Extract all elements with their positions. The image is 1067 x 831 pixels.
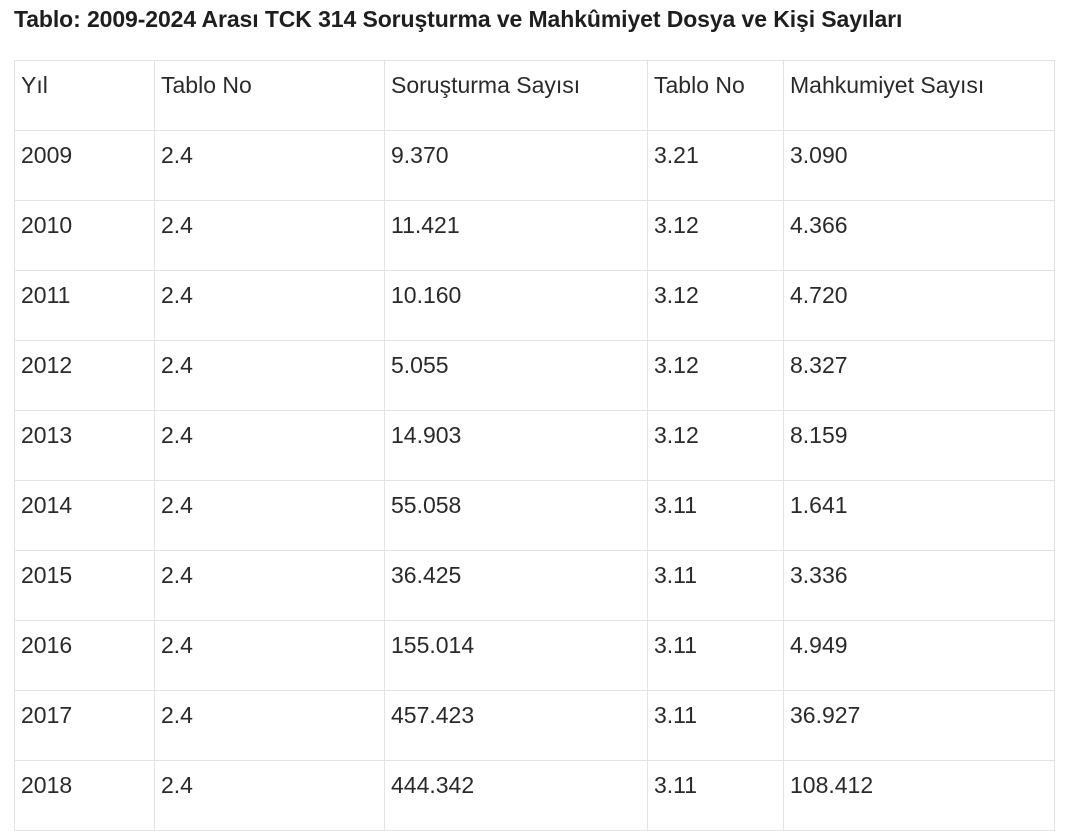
- conviction-count-cell: 4.949: [783, 620, 1055, 691]
- table-row: 2017 2.4 457.423 3.11 36.927: [14, 690, 1055, 761]
- table-no-2-cell: 3.11: [647, 620, 784, 691]
- year-cell: 2015: [14, 550, 155, 621]
- year-cell: 2009: [14, 130, 155, 201]
- table-no-2-cell: 3.12: [647, 200, 784, 271]
- table-header-row: Yıl Tablo No Soruşturma Sayısı Tablo No …: [14, 60, 1055, 131]
- conviction-count-cell: 1.641: [783, 480, 1055, 551]
- investigation-count-cell: 14.903: [384, 410, 648, 481]
- investigation-count-cell: 444.342: [384, 760, 648, 831]
- investigation-count-cell: 11.421: [384, 200, 648, 271]
- conviction-count-cell: 3.090: [783, 130, 1055, 201]
- table-no-cell: 2.4: [154, 550, 385, 621]
- table-row: 2014 2.4 55.058 3.11 1.641: [14, 480, 1055, 551]
- table-no-2-cell: 3.12: [647, 340, 784, 411]
- investigation-count-cell: 5.055: [384, 340, 648, 411]
- table-no-cell: 2.4: [154, 410, 385, 481]
- conviction-count-cell: 4.720: [783, 270, 1055, 341]
- table-row: 2013 2.4 14.903 3.12 8.159: [14, 410, 1055, 481]
- conviction-count-cell: 8.327: [783, 340, 1055, 411]
- table-no-cell: 2.4: [154, 270, 385, 341]
- column-header-conviction-count: Mahkumiyet Sayısı: [783, 60, 1055, 131]
- table-row: 2010 2.4 11.421 3.12 4.366: [14, 200, 1055, 271]
- investigation-count-cell: 36.425: [384, 550, 648, 621]
- table-no-2-cell: 3.11: [647, 550, 784, 621]
- table-no-cell: 2.4: [154, 620, 385, 691]
- conviction-count-cell: 108.412: [783, 760, 1055, 831]
- table-row: 2016 2.4 155.014 3.11 4.949: [14, 620, 1055, 691]
- investigation-count-cell: 9.370: [384, 130, 648, 201]
- column-header-table-no: Tablo No: [154, 60, 385, 131]
- table-no-2-cell: 3.12: [647, 410, 784, 481]
- table-no-2-cell: 3.11: [647, 690, 784, 761]
- investigation-count-cell: 155.014: [384, 620, 648, 691]
- conviction-count-cell: 36.927: [783, 690, 1055, 761]
- investigation-count-cell: 55.058: [384, 480, 648, 551]
- year-cell: 2011: [14, 270, 155, 341]
- table-no-cell: 2.4: [154, 340, 385, 411]
- table-row: 2009 2.4 9.370 3.21 3.090: [14, 130, 1055, 201]
- year-cell: 2012: [14, 340, 155, 411]
- table-no-2-cell: 3.11: [647, 760, 784, 831]
- table-row: 2012 2.4 5.055 3.12 8.327: [14, 340, 1055, 411]
- table-no-2-cell: 3.12: [647, 270, 784, 341]
- investigation-count-cell: 10.160: [384, 270, 648, 341]
- year-cell: 2018: [14, 760, 155, 831]
- year-cell: 2014: [14, 480, 155, 551]
- table-no-cell: 2.4: [154, 200, 385, 271]
- table-no-cell: 2.4: [154, 690, 385, 761]
- table-no-2-cell: 3.11: [647, 480, 784, 551]
- table-row: 2015 2.4 36.425 3.11 3.336: [14, 550, 1055, 621]
- table-body: 2009 2.4 9.370 3.21 3.090 2010 2.4 11.421 3.12 4.…: [14, 130, 1055, 831]
- table-row: 2011 2.4 10.160 3.12 4.720: [14, 270, 1055, 341]
- column-header-year: Yıl: [14, 60, 155, 131]
- year-cell: 2013: [14, 410, 155, 481]
- column-header-table-no-2: Tablo No: [647, 60, 784, 131]
- year-cell: 2010: [14, 200, 155, 271]
- statistics-table: Yıl Tablo No Soruşturma Sayısı Tablo No …: [14, 60, 1055, 831]
- year-cell: 2017: [14, 690, 155, 761]
- column-header-investigation-count: Soruşturma Sayısı: [384, 60, 648, 131]
- table-no-cell: 2.4: [154, 760, 385, 831]
- conviction-count-cell: 4.366: [783, 200, 1055, 271]
- conviction-count-cell: 3.336: [783, 550, 1055, 621]
- table-no-2-cell: 3.21: [647, 130, 784, 201]
- investigation-count-cell: 457.423: [384, 690, 648, 761]
- table-row: 2018 2.4 444.342 3.11 108.412: [14, 760, 1055, 831]
- conviction-count-cell: 8.159: [783, 410, 1055, 481]
- table-title: Tablo: 2009-2024 Arası TCK 314 Soruşturm…: [14, 6, 903, 32]
- table-no-cell: 2.4: [154, 130, 385, 201]
- year-cell: 2016: [14, 620, 155, 691]
- table-no-cell: 2.4: [154, 480, 385, 551]
